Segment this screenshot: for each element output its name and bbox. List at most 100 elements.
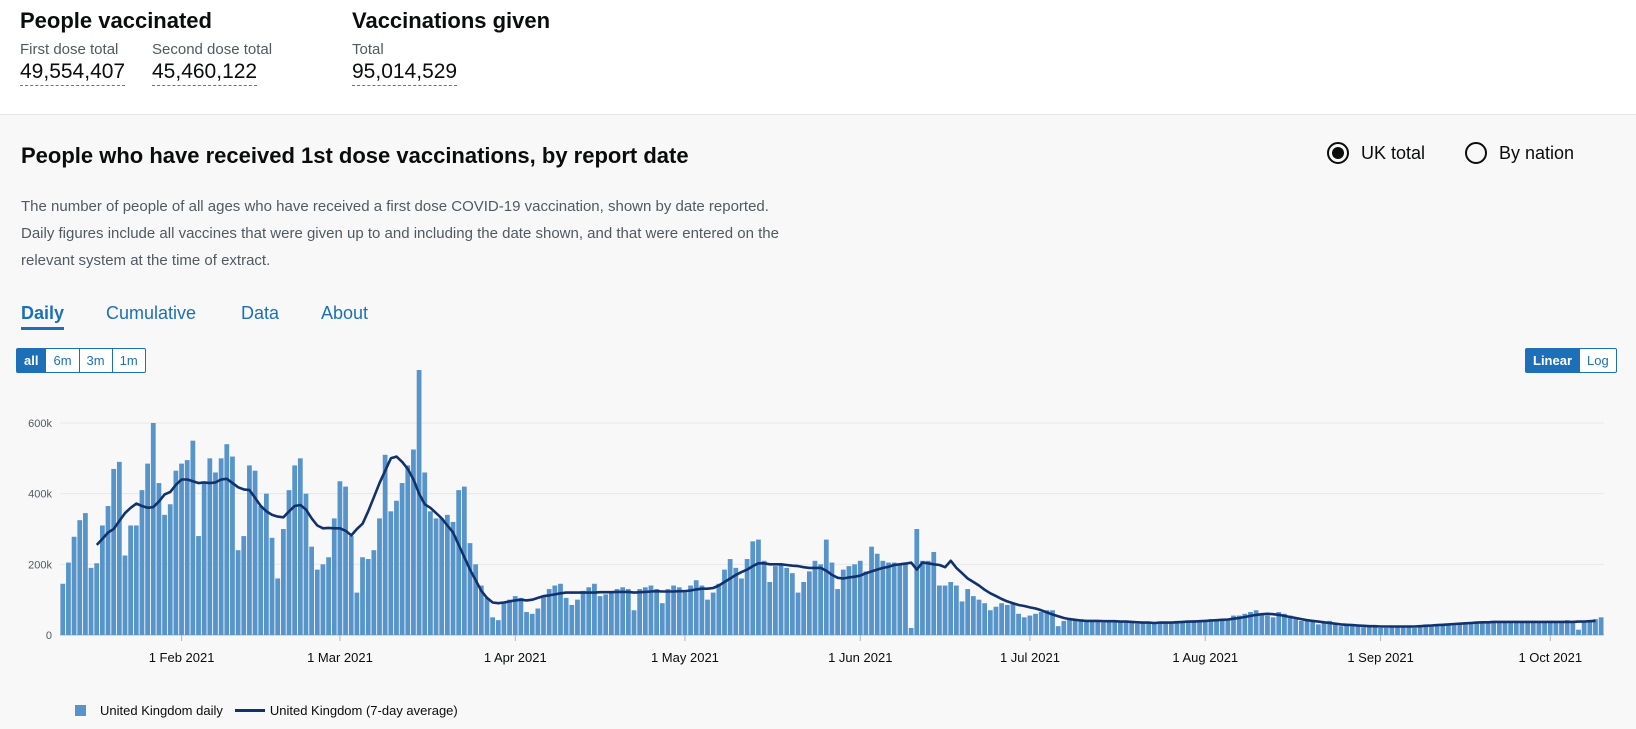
bar — [303, 493, 309, 635]
bar — [1118, 621, 1123, 635]
bar — [1451, 624, 1457, 635]
bar — [541, 596, 546, 635]
bar — [1072, 619, 1078, 635]
bar — [264, 493, 269, 635]
bar — [456, 490, 462, 635]
bar — [937, 585, 942, 635]
y-tick-label: 400k — [28, 489, 52, 501]
bar — [1050, 610, 1055, 635]
range-6m-button[interactable]: 6m — [45, 349, 78, 372]
scale-log-button[interactable]: Log — [1579, 349, 1616, 372]
radio-by-nation[interactable]: By nation — [1465, 142, 1574, 164]
bar — [761, 560, 767, 635]
bar — [1361, 627, 1366, 635]
bar — [654, 589, 660, 635]
bar — [241, 536, 247, 635]
bar — [789, 573, 795, 635]
bar — [1140, 622, 1146, 635]
total-value[interactable]: 95,014,529 — [352, 60, 458, 86]
bar — [597, 596, 603, 635]
bar — [1581, 622, 1587, 635]
bar — [88, 567, 94, 635]
bar — [722, 569, 727, 635]
bar — [337, 481, 343, 635]
bar — [230, 456, 235, 635]
bar — [1542, 621, 1547, 635]
bar — [190, 440, 196, 635]
bar — [1429, 626, 1434, 635]
bar — [1174, 620, 1180, 635]
bar — [1485, 621, 1491, 635]
bar — [473, 564, 479, 635]
bar — [931, 551, 937, 635]
bar — [835, 589, 840, 635]
bar — [326, 557, 331, 635]
bar — [444, 514, 450, 635]
bar — [688, 585, 693, 635]
bar — [467, 543, 473, 635]
bar — [1276, 612, 1282, 635]
bar — [569, 604, 575, 635]
bar — [693, 580, 699, 635]
tab-daily[interactable]: Daily — [21, 303, 65, 330]
bar — [603, 594, 609, 635]
range-1m-button[interactable]: 1m — [111, 349, 145, 372]
bar — [552, 585, 558, 635]
tab-data[interactable]: Data — [241, 303, 280, 323]
bar — [1423, 624, 1429, 635]
bar — [1474, 622, 1480, 635]
bar — [71, 536, 77, 635]
bar — [1084, 620, 1089, 635]
bar — [501, 601, 507, 635]
scale-button-group: Linear Log — [1525, 348, 1617, 373]
tab-cumulative[interactable]: Cumulative — [106, 303, 197, 323]
x-tick-label: 1 May 2021 — [651, 650, 719, 665]
bar — [1163, 621, 1169, 635]
bar — [1349, 626, 1355, 635]
tab-about[interactable]: About — [321, 303, 369, 323]
scale-linear-button[interactable]: Linear — [1526, 349, 1580, 372]
range-all-button[interactable]: all — [17, 349, 46, 372]
bar — [331, 518, 337, 635]
bar — [1112, 620, 1118, 635]
bar — [66, 562, 71, 635]
bar — [535, 608, 541, 635]
bar — [1502, 621, 1508, 635]
bar — [1395, 626, 1400, 635]
bar — [399, 483, 405, 635]
bar — [1417, 625, 1423, 635]
bar — [258, 506, 264, 635]
bar — [1564, 620, 1570, 635]
bar — [297, 458, 303, 635]
second-dose-value[interactable]: 45,460,122 — [152, 60, 258, 86]
bar — [942, 585, 948, 635]
bar — [1383, 627, 1389, 635]
range-button-group: all 6m 3m 1m — [16, 348, 146, 373]
bar — [1513, 620, 1519, 635]
bar — [518, 597, 524, 635]
bar — [529, 613, 535, 635]
bar — [162, 514, 167, 635]
bar — [1310, 620, 1316, 635]
bar — [1468, 622, 1474, 635]
bar — [1055, 626, 1061, 635]
radio-uk-total[interactable]: UK total — [1327, 142, 1425, 164]
bar — [280, 529, 286, 635]
x-tick-label: 1 Sep 2021 — [1347, 650, 1414, 665]
bar — [394, 500, 399, 635]
bar — [1338, 626, 1344, 635]
first-dose-value[interactable]: 49,554,407 — [20, 60, 126, 86]
card-title: People who have received 1st dose vaccin… — [21, 143, 689, 168]
legend-average-label: United Kingdom (7-day average) — [269, 703, 458, 718]
x-tick-label: 1 Aug 2021 — [1172, 650, 1238, 665]
bar — [128, 525, 134, 635]
range-3m-button[interactable]: 3m — [78, 349, 112, 372]
bar — [495, 620, 501, 635]
bar — [371, 550, 377, 635]
y-tick-label: 600k — [28, 418, 52, 430]
bar — [1457, 624, 1463, 635]
bar — [94, 563, 100, 635]
bar — [920, 560, 925, 635]
bar — [275, 578, 281, 635]
bar — [925, 560, 931, 635]
